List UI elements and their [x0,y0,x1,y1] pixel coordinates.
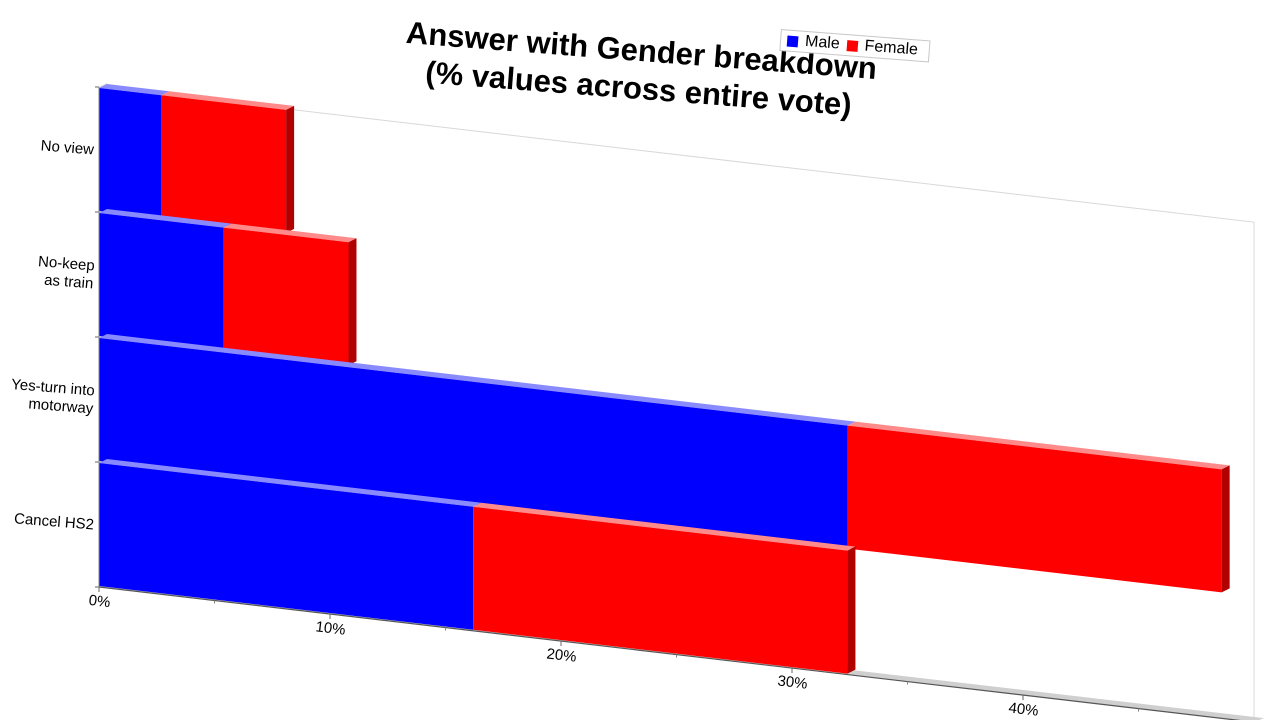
bar-top-female-yes-turn-into-motorway [847,421,1230,470]
bar-top-male-cancel-hs2 [99,459,482,507]
legend-item-female: Female [846,36,919,59]
legend-swatch-female [846,39,859,52]
bar-top-male-no-view [99,84,170,96]
x-tick-label-0: 0% [88,592,111,611]
bar-top-male-yes-turn-into-motorway [99,334,856,426]
category-label-yes-turn-into-motorway: Yes-turn intomotorway [9,376,96,417]
legend-label-female: Female [863,37,919,59]
bar-top-female-no-keep-as-train [223,223,357,243]
legend-label-male: Male [804,32,841,53]
bar-side-no-keep-as-train [348,238,357,366]
bars-group [99,84,1230,674]
bar-side-yes-turn-into-motorway [1221,465,1230,593]
category-label-no-view: No view [40,137,95,158]
bar-male-yes-turn-into-motorway [99,338,848,549]
bar-side-cancel-hs2 [847,546,856,674]
x-tick-label-40: 40% [1008,699,1040,719]
bar-top-female-cancel-hs2 [473,502,856,551]
bar-side-no-view [286,105,295,233]
bar-female-no-keep-as-train [223,227,349,366]
legend-swatch-male [786,35,799,47]
axes-group: No view No-keepas train Yes-turn intomotor… [9,86,1255,725]
x-tick-label-20: 20% [546,645,578,665]
bar-male-cancel-hs2 [99,463,474,630]
bar-female-no-view [161,95,287,233]
category-label-no-keep-as-train: No-keepas train [36,253,95,292]
bar-male-no-keep-as-train [99,213,224,351]
bar-female-cancel-hs2 [473,506,848,674]
bar-male-no-view [99,88,162,219]
bar-top-male-no-keep-as-train [99,209,232,228]
bar-top-female-no-view [161,91,295,110]
x-tick-label-30: 30% [777,672,809,692]
bar-female-yes-turn-into-motorway [847,425,1222,593]
legend-item-male: Male [786,32,840,54]
x-tick-label-10: 10% [315,618,347,638]
category-label-cancel-hs2: Cancel HS2 [13,510,94,533]
